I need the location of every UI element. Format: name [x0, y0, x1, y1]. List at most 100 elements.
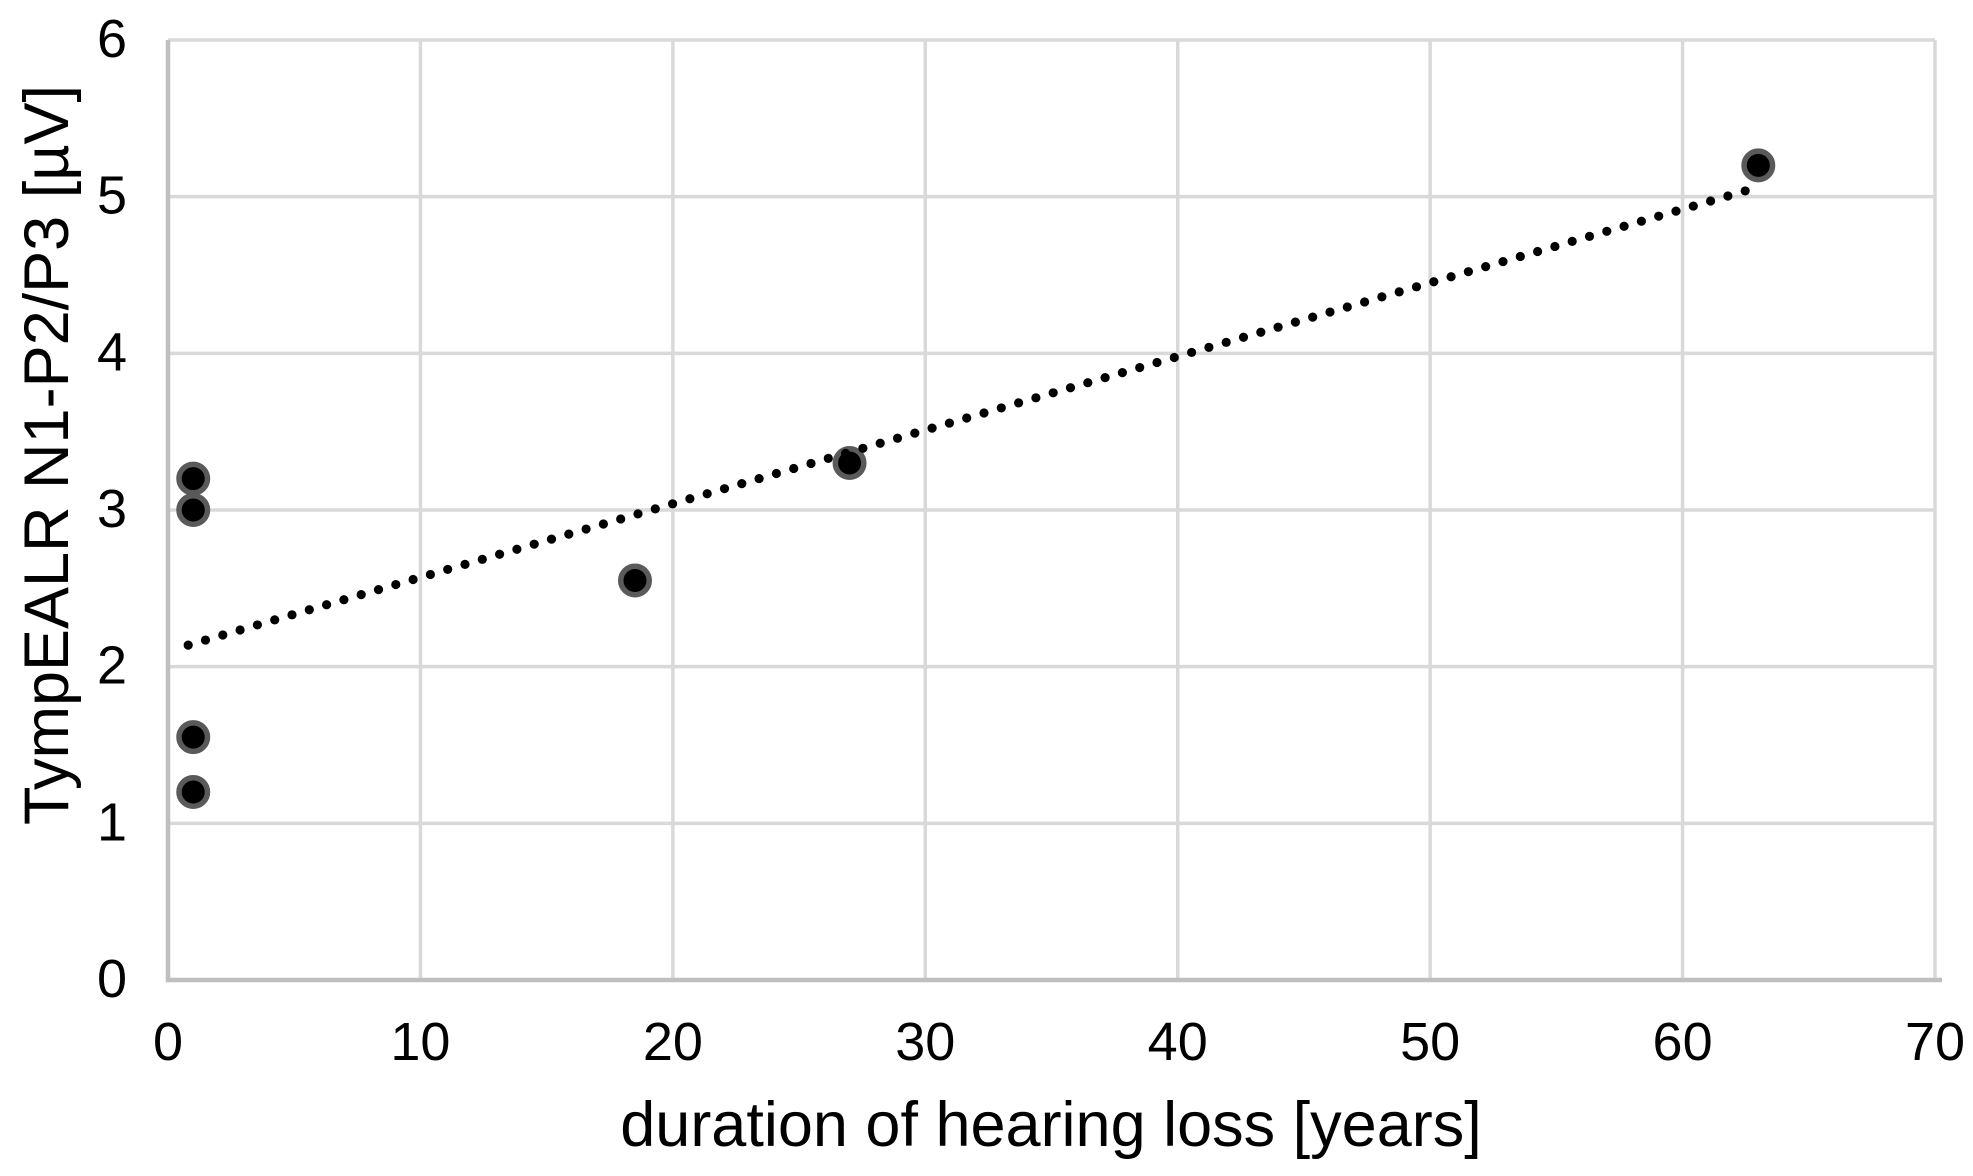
trendline-dot: [754, 473, 764, 484]
trendline-dot: [1515, 251, 1525, 262]
trendline-dot: [581, 524, 591, 534]
trendline-dot: [1359, 297, 1370, 307]
trendline-dot: [1342, 302, 1352, 312]
trendline-dot: [1204, 342, 1214, 352]
trendline-dot: [546, 534, 557, 544]
data-point-marker: [176, 720, 211, 755]
trendline-dot: [425, 569, 435, 580]
trendline-dot: [564, 529, 574, 539]
trendline-dot: [685, 494, 695, 504]
trendline-dot: [1031, 393, 1041, 403]
trendline-dot: [944, 418, 954, 428]
trendline-dot: [1325, 307, 1335, 317]
trendline-dot: [1377, 292, 1387, 302]
trendline-dot: [1463, 267, 1473, 277]
trendline-dot: [494, 549, 505, 559]
trendline-dot: [823, 453, 833, 463]
trendline-dot: [910, 428, 920, 438]
trendline-dot: [356, 590, 366, 600]
trendline-dot: [927, 423, 937, 433]
trendline-dot: [1169, 352, 1179, 363]
x-tick-label: 0: [153, 1012, 183, 1072]
trendline-dot: [806, 458, 816, 469]
trendline-dot: [1619, 221, 1629, 231]
trendline-dot: [1152, 357, 1162, 368]
trendline-dot: [1308, 312, 1318, 322]
trendline-dot: [771, 468, 781, 479]
trendline-dot: [1065, 383, 1076, 393]
trendline-dot: [996, 403, 1006, 413]
trendline-dot: [1688, 201, 1698, 211]
trendline-dot: [183, 640, 193, 650]
trendline-dot: [1636, 216, 1646, 226]
trendline-dot: [529, 539, 539, 549]
trendline-dot: [200, 635, 211, 645]
trendline-dot: [1481, 262, 1491, 272]
y-tick-label: 6: [97, 9, 127, 69]
trendline-dot: [1273, 322, 1283, 332]
trendline-dot: [1135, 362, 1145, 373]
y-axis-title: TympEALR N1-P2/P3 [µV]: [12, 84, 82, 826]
trendline-dot: [1723, 191, 1733, 201]
trendline-dot: [616, 514, 626, 524]
trendline-dot: [789, 463, 799, 474]
trendline-dot: [1100, 373, 1110, 383]
data-point-marker: [176, 775, 211, 809]
x-tick-label: 50: [1400, 1012, 1460, 1072]
y-tick-label: 5: [97, 166, 127, 226]
trendline-dot: [1117, 368, 1127, 378]
trendline-dot: [1256, 327, 1266, 337]
trendline-dot: [235, 625, 245, 635]
trendline-dot: [1740, 186, 1750, 196]
trendline-dot: [477, 554, 487, 564]
trendline-dot: [1550, 241, 1560, 252]
trendline-dot: [1584, 231, 1595, 241]
trendline-dot: [1048, 388, 1058, 398]
data-point-marker: [176, 461, 211, 496]
data-point-marker: [176, 493, 211, 527]
y-tick-label: 1: [97, 792, 127, 852]
trendline-dot: [304, 605, 314, 615]
x-tick-label: 20: [643, 1012, 703, 1072]
trendline-dot: [512, 544, 522, 554]
trendline-dot: [892, 433, 903, 443]
trendline-dot: [1411, 282, 1422, 292]
trendline-dot: [252, 620, 262, 630]
trendline-dot: [1654, 211, 1664, 221]
data-point-marker: [1741, 148, 1776, 183]
trendline-dot: [339, 595, 349, 605]
x-tick-label: 10: [390, 1012, 450, 1072]
trendline-dot: [1429, 277, 1439, 287]
x-tick-label: 40: [1148, 1012, 1208, 1072]
trendline-dot: [875, 438, 885, 448]
trendline-dot: [719, 484, 730, 494]
trendline-dot: [1446, 272, 1456, 282]
trendline-dot: [1532, 246, 1543, 257]
trendline-dot: [1394, 287, 1404, 297]
x-tick-label: 30: [895, 1012, 955, 1072]
data-point-marker: [617, 563, 652, 598]
trendline-dot: [650, 504, 660, 514]
trendline-dot: [391, 579, 401, 590]
trendline-dot: [1083, 378, 1093, 388]
trendline-dot: [840, 448, 851, 458]
x-axis-title: duration of hearing loss [years]: [620, 1090, 1482, 1160]
y-tick-label: 3: [97, 479, 127, 539]
trendline-dot: [443, 564, 453, 575]
trendline-dot: [962, 413, 972, 423]
trendline-dot: [667, 499, 678, 509]
trendline-dot: [373, 584, 384, 595]
trendline-dot: [1498, 256, 1508, 267]
trendline-dot: [1602, 226, 1612, 236]
trendline-dot: [1705, 196, 1716, 206]
trendline-dot: [218, 630, 228, 640]
trendline-dot: [1238, 332, 1249, 342]
trendline-dot: [1290, 317, 1300, 327]
trendline-dot: [321, 600, 332, 610]
y-tick-label: 4: [97, 322, 127, 382]
trendline-dot: [702, 489, 712, 499]
trendline-dot: [1221, 337, 1231, 347]
trendline-dot: [979, 408, 989, 418]
